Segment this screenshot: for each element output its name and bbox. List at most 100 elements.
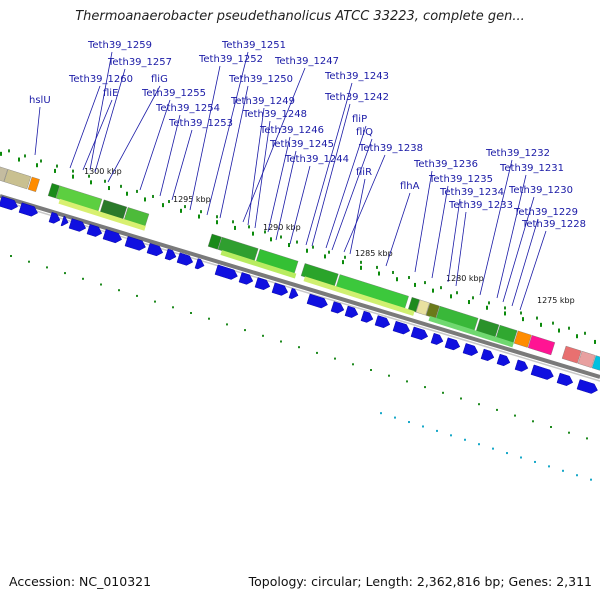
gene-label[interactable]: Teth39_1260 [68,74,133,85]
axis-tick [162,203,164,208]
accession-text: Accession: NC_010321 [9,574,152,589]
grid-dot [450,434,452,437]
grid-dot [280,235,282,239]
grid-dot [136,294,138,297]
axis-tick [360,265,362,270]
forward-gene-arrow [254,277,271,290]
leader-line [242,67,306,223]
label-leader-lines [34,51,547,311]
forward-genes [0,196,598,394]
leader-line [325,125,367,249]
gene-label[interactable]: Teth39_1244 [284,154,349,165]
leader-line [289,165,311,245]
grid-dot [568,431,570,434]
grid-dot [550,426,552,428]
forward-gene-arrow [0,196,18,211]
gene-label[interactable]: Teth39_1235 [428,174,493,185]
grid-dot [460,397,462,400]
gene-label[interactable]: Teth39_1228 [521,219,586,230]
forward-gene-arrow [344,305,359,318]
leader-line [171,129,193,201]
gene-label[interactable]: Teth39_1238 [358,143,423,154]
forward-gene-arrow [330,301,345,314]
gene-label[interactable]: Teth39_1253 [168,118,233,129]
gene-label[interactable]: Teth39_1250 [228,74,293,85]
grid-dot [298,346,300,349]
forward-gene-arrow [462,343,479,356]
gene-label[interactable]: Teth39_1242 [324,92,389,103]
grid-dot [536,316,538,320]
grid-dot [424,281,426,285]
gene-band [428,316,514,348]
axis-tick [414,282,416,287]
grid-dot [514,414,516,417]
gene-label[interactable]: Teth39_1230 [508,185,573,196]
grid-dot [316,351,318,354]
gene-label[interactable]: Teth39_1233 [448,200,513,211]
grid-dot [152,194,154,198]
gene-label[interactable]: Teth39_1259 [87,40,152,51]
gene-label[interactable]: Teth39_1243 [324,71,389,82]
forward-gene-arrow [360,310,374,323]
grid-dot [562,469,564,472]
genome-title: Thermoanaerobacter pseudethanolicus ATCC… [75,9,525,24]
grid-dot [334,357,336,360]
gene-label[interactable]: Teth39_1254 [155,103,220,114]
grid-dot [46,266,48,269]
gene-label[interactable]: Teth39_1234 [439,187,504,198]
axis-tick [144,197,146,202]
gene-label[interactable]: Teth39_1252 [198,54,263,65]
grid-dot [532,420,534,423]
gene-label[interactable]: Teth39_1231 [499,163,564,174]
axis-tick [36,163,38,168]
forward-gene-arrow [556,372,574,386]
backbone-line [0,194,600,379]
grid-dot [120,184,122,188]
gene-label[interactable]: fliR [356,167,372,178]
axis-tick [504,311,506,316]
gene-label[interactable]: Teth39_1232 [485,148,550,159]
leader-line [331,138,373,251]
grid-dot [520,311,522,315]
gene-label[interactable]: Teth39_1248 [242,109,307,120]
grid-dot [232,220,234,224]
axis-tick [342,260,344,265]
gene-label[interactable]: Teth39_1251 [221,40,286,51]
forward-gene-arrow [86,224,103,237]
gene-block [207,233,222,250]
gene-label[interactable]: fliG [151,74,168,85]
grid-dot [100,283,102,286]
gene-label[interactable]: Teth39_1246 [259,125,324,136]
grid-dot [264,230,266,234]
gene-label[interactable]: fliP [352,114,367,125]
grid-dot [370,369,372,371]
grid-dot [168,200,170,204]
forward-gene-arrow [18,202,38,217]
gene-label[interactable]: Teth39_1245 [269,139,334,150]
gene-label[interactable]: Teth39_1229 [513,207,578,218]
grid-dot [440,286,442,290]
axis-tick [450,294,452,299]
gene-label[interactable]: flhA [400,181,420,192]
gene-label[interactable]: fliE [103,88,118,99]
grid-dot [216,215,218,219]
axis-tick [234,225,236,230]
gene-tracks [0,166,600,371]
grid-dot [472,296,474,300]
gene-label[interactable]: Teth39_1255 [141,88,206,99]
gene-label[interactable]: Teth39_1236 [413,159,478,170]
leader-line [189,65,221,211]
gene-label[interactable]: fliQ [356,127,373,138]
leader-line [267,136,291,233]
grid-dot [442,391,444,394]
grid-dot [8,149,10,153]
gene-label[interactable]: hslU [29,95,51,106]
gene-label[interactable]: Teth39_1257 [107,57,172,68]
grid-dot [520,456,522,459]
axis-tick [252,231,254,236]
forward-gene-arrow [102,229,122,244]
leader-line [502,196,535,303]
gene-label[interactable]: Teth39_1249 [230,96,295,107]
axis-tick [270,237,272,242]
gene-label[interactable]: Teth39_1247 [274,56,339,67]
